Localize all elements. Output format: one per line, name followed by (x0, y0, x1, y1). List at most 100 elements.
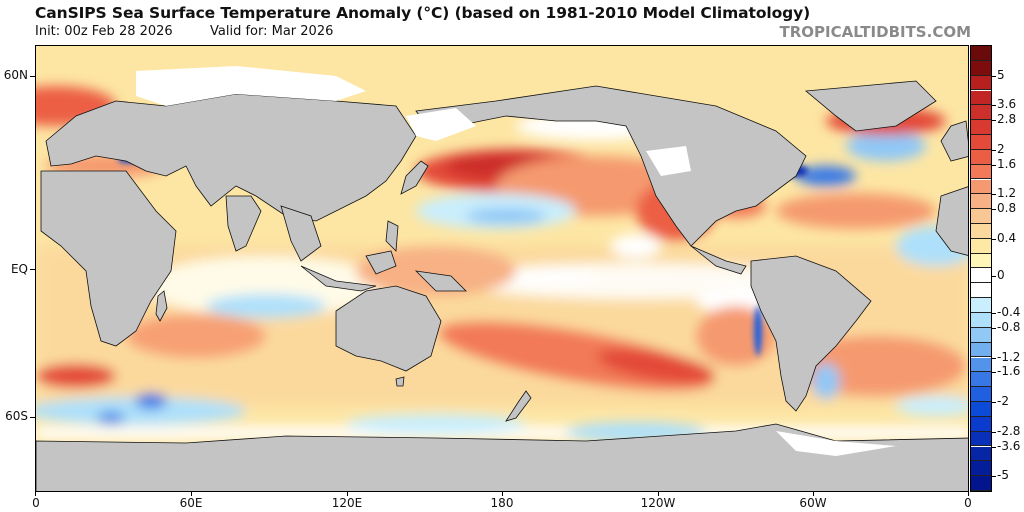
weddell-ice (776, 431, 896, 456)
colorbar-tick (992, 446, 996, 448)
colorbar-segment (971, 313, 991, 328)
colorbar-segment (971, 476, 991, 491)
colorbar-label: 1.6 (997, 156, 1017, 171)
x-label-60w: 60W (799, 496, 827, 510)
colorbar-tick (992, 476, 996, 478)
india (225, 195, 262, 252)
colorbar-tick (992, 313, 996, 314)
colorbar-label: -1.6 (997, 364, 1021, 379)
x-tick-0-east (968, 492, 969, 496)
africa (40, 170, 177, 347)
x-tick-60e (191, 492, 192, 496)
colorbar-segment (971, 224, 991, 239)
colorbar-label: 0 (997, 267, 1005, 282)
x-tick-180 (502, 492, 503, 496)
indochina (280, 205, 322, 262)
borneo (365, 250, 397, 275)
colorbar-tick (992, 402, 996, 403)
y-label-eq: EQ (10, 262, 28, 276)
x-label-180: 180 (490, 496, 514, 510)
x-label-120e: 120E (331, 496, 363, 510)
x-tick-120w (658, 492, 659, 496)
x-label-0-east: 0 (964, 496, 972, 510)
colorbar-tick (992, 327, 996, 329)
x-tick-60w (813, 492, 814, 496)
colorbar-segment (971, 431, 991, 447)
x-label-60e: 60E (179, 496, 203, 510)
colorbar-tick (992, 275, 996, 277)
colorbar-tick (992, 75, 996, 77)
colorbar-tick (992, 238, 996, 240)
colorbar-label: 5 (997, 67, 1005, 82)
x-label-120w: 120W (640, 496, 676, 510)
y-tick-60n (30, 76, 35, 77)
colorbar-segment (971, 402, 991, 417)
colorbar-tick (992, 120, 996, 122)
colorbar-tick (992, 105, 996, 107)
colorbar-segment (971, 372, 991, 388)
colorbar-label: 0.4 (997, 230, 1017, 245)
hudson-bay (646, 146, 691, 176)
colorbar-tick (992, 357, 996, 359)
colorbar-segment (971, 209, 991, 224)
colorbar-label: -1.2 (997, 349, 1021, 364)
colorbar-segment (971, 105, 991, 121)
colorbar-segment (971, 179, 991, 195)
south-america (750, 255, 872, 412)
madagascar (155, 290, 168, 322)
australia (335, 285, 442, 372)
colorbar-segment (971, 90, 991, 106)
okhotsk-ice (406, 108, 476, 141)
colorbar-label: 1.2 (997, 186, 1017, 201)
tasmania (395, 376, 405, 387)
colorbar-label: -0.8 (997, 319, 1021, 334)
colorbar-tick (992, 431, 996, 433)
y-tick-60s (30, 417, 35, 418)
japan (400, 160, 429, 195)
colorbar-label: -0.4 (997, 305, 1021, 319)
colorbar-segment (971, 416, 991, 432)
colorbar-segment (971, 461, 991, 477)
greenland (805, 80, 937, 132)
colorbar-tick (992, 209, 996, 211)
colorbar (970, 45, 992, 492)
x-label-0: 0 (32, 496, 40, 510)
colorbar-label: -2.8 (997, 423, 1021, 438)
colorbar-segment (971, 283, 991, 299)
colorbar-segment (971, 253, 991, 269)
philippines (385, 220, 399, 252)
colorbar-segment (971, 135, 991, 150)
colorbar-label: 3.6 (997, 97, 1017, 112)
x-tick-0 (35, 492, 36, 496)
colorbar-label: 0.8 (997, 201, 1017, 216)
colorbar-segment (971, 60, 991, 76)
colorbar-label: -2 (997, 394, 1009, 408)
colorbar-segment (971, 268, 991, 284)
colorbar-label: 2 (997, 141, 1005, 156)
x-tick-120e (347, 492, 348, 496)
new-zealand (505, 390, 532, 422)
brand-watermark[interactable]: TROPICALTIDBITS.COM (779, 23, 972, 41)
colorbar-segment (971, 446, 991, 462)
antarctica (36, 423, 968, 491)
new-guinea (414, 270, 467, 292)
north-america (415, 85, 807, 247)
colorbar-label: 2.8 (997, 112, 1017, 127)
colorbar-label: -3.6 (997, 438, 1021, 453)
indonesia (300, 265, 377, 292)
sst-anomaly-map (35, 45, 969, 492)
arctic-ice (136, 66, 366, 106)
colorbar-segment (971, 149, 991, 165)
colorbar-segment (971, 327, 991, 343)
y-label-60n: 60N (3, 68, 28, 82)
colorbar-tick (992, 194, 996, 196)
colorbar-segment (971, 387, 991, 402)
init-time: Init: 00z Feb 28 2026 (35, 24, 173, 39)
colorbar-segment (971, 164, 991, 180)
y-label-60s: 60S (5, 409, 28, 423)
y-tick-eq (30, 269, 35, 270)
western-europe (940, 120, 968, 162)
colorbar-segment (971, 298, 991, 313)
colorbar-tick (992, 164, 996, 166)
map-canvas (36, 46, 968, 491)
